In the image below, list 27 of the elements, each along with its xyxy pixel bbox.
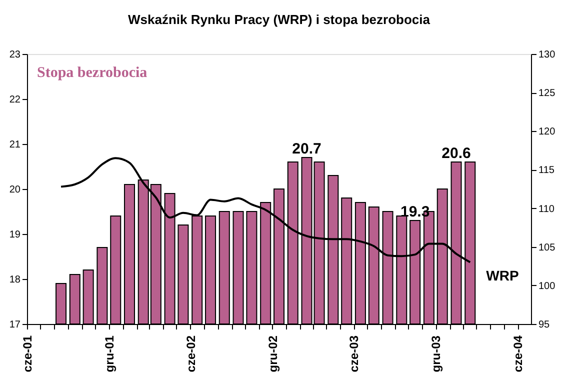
data-label: 20.6	[442, 145, 471, 162]
series-label: WRP	[486, 267, 519, 284]
y2-tick-label: 110	[538, 204, 555, 215]
y-tick-label: 19	[9, 230, 21, 240]
data-label: 20.7	[292, 140, 322, 158]
chart-title: Wskaźnik Rynku Pracy (WRP) i stopa bezrobocia	[128, 12, 431, 27]
x-tick-label: gru-02	[266, 335, 280, 372]
y-tick-label: 22	[9, 94, 21, 106]
y-tick-label: 21	[9, 140, 21, 150]
y2-tick-label: 130	[538, 50, 556, 60]
y2-tick-label: 95	[538, 320, 550, 330]
text: Stopa bezrobocia	[37, 65, 148, 81]
y2-tick-label: 120	[538, 126, 556, 138]
y-tick-label: 20	[9, 184, 21, 196]
x-tick-label: gru-03	[429, 335, 444, 372]
y-tick-label: 17	[9, 320, 21, 330]
x-tick-label: cze-02	[184, 335, 198, 372]
y2-tick-label: 100	[538, 280, 556, 292]
y-tick-label: 23	[9, 50, 21, 60]
y2-tick-label: 115	[538, 165, 555, 176]
y2-tick-label: 105	[538, 242, 556, 254]
x-tick-label: cze-01	[20, 335, 34, 372]
x-tick-label: gru-01	[102, 335, 116, 372]
x-tick-label: cze-04	[511, 335, 526, 372]
x-tick-label: cze-03	[347, 335, 362, 372]
y-tick-label: 18	[9, 274, 21, 286]
y2-tick-label: 125	[538, 88, 556, 100]
